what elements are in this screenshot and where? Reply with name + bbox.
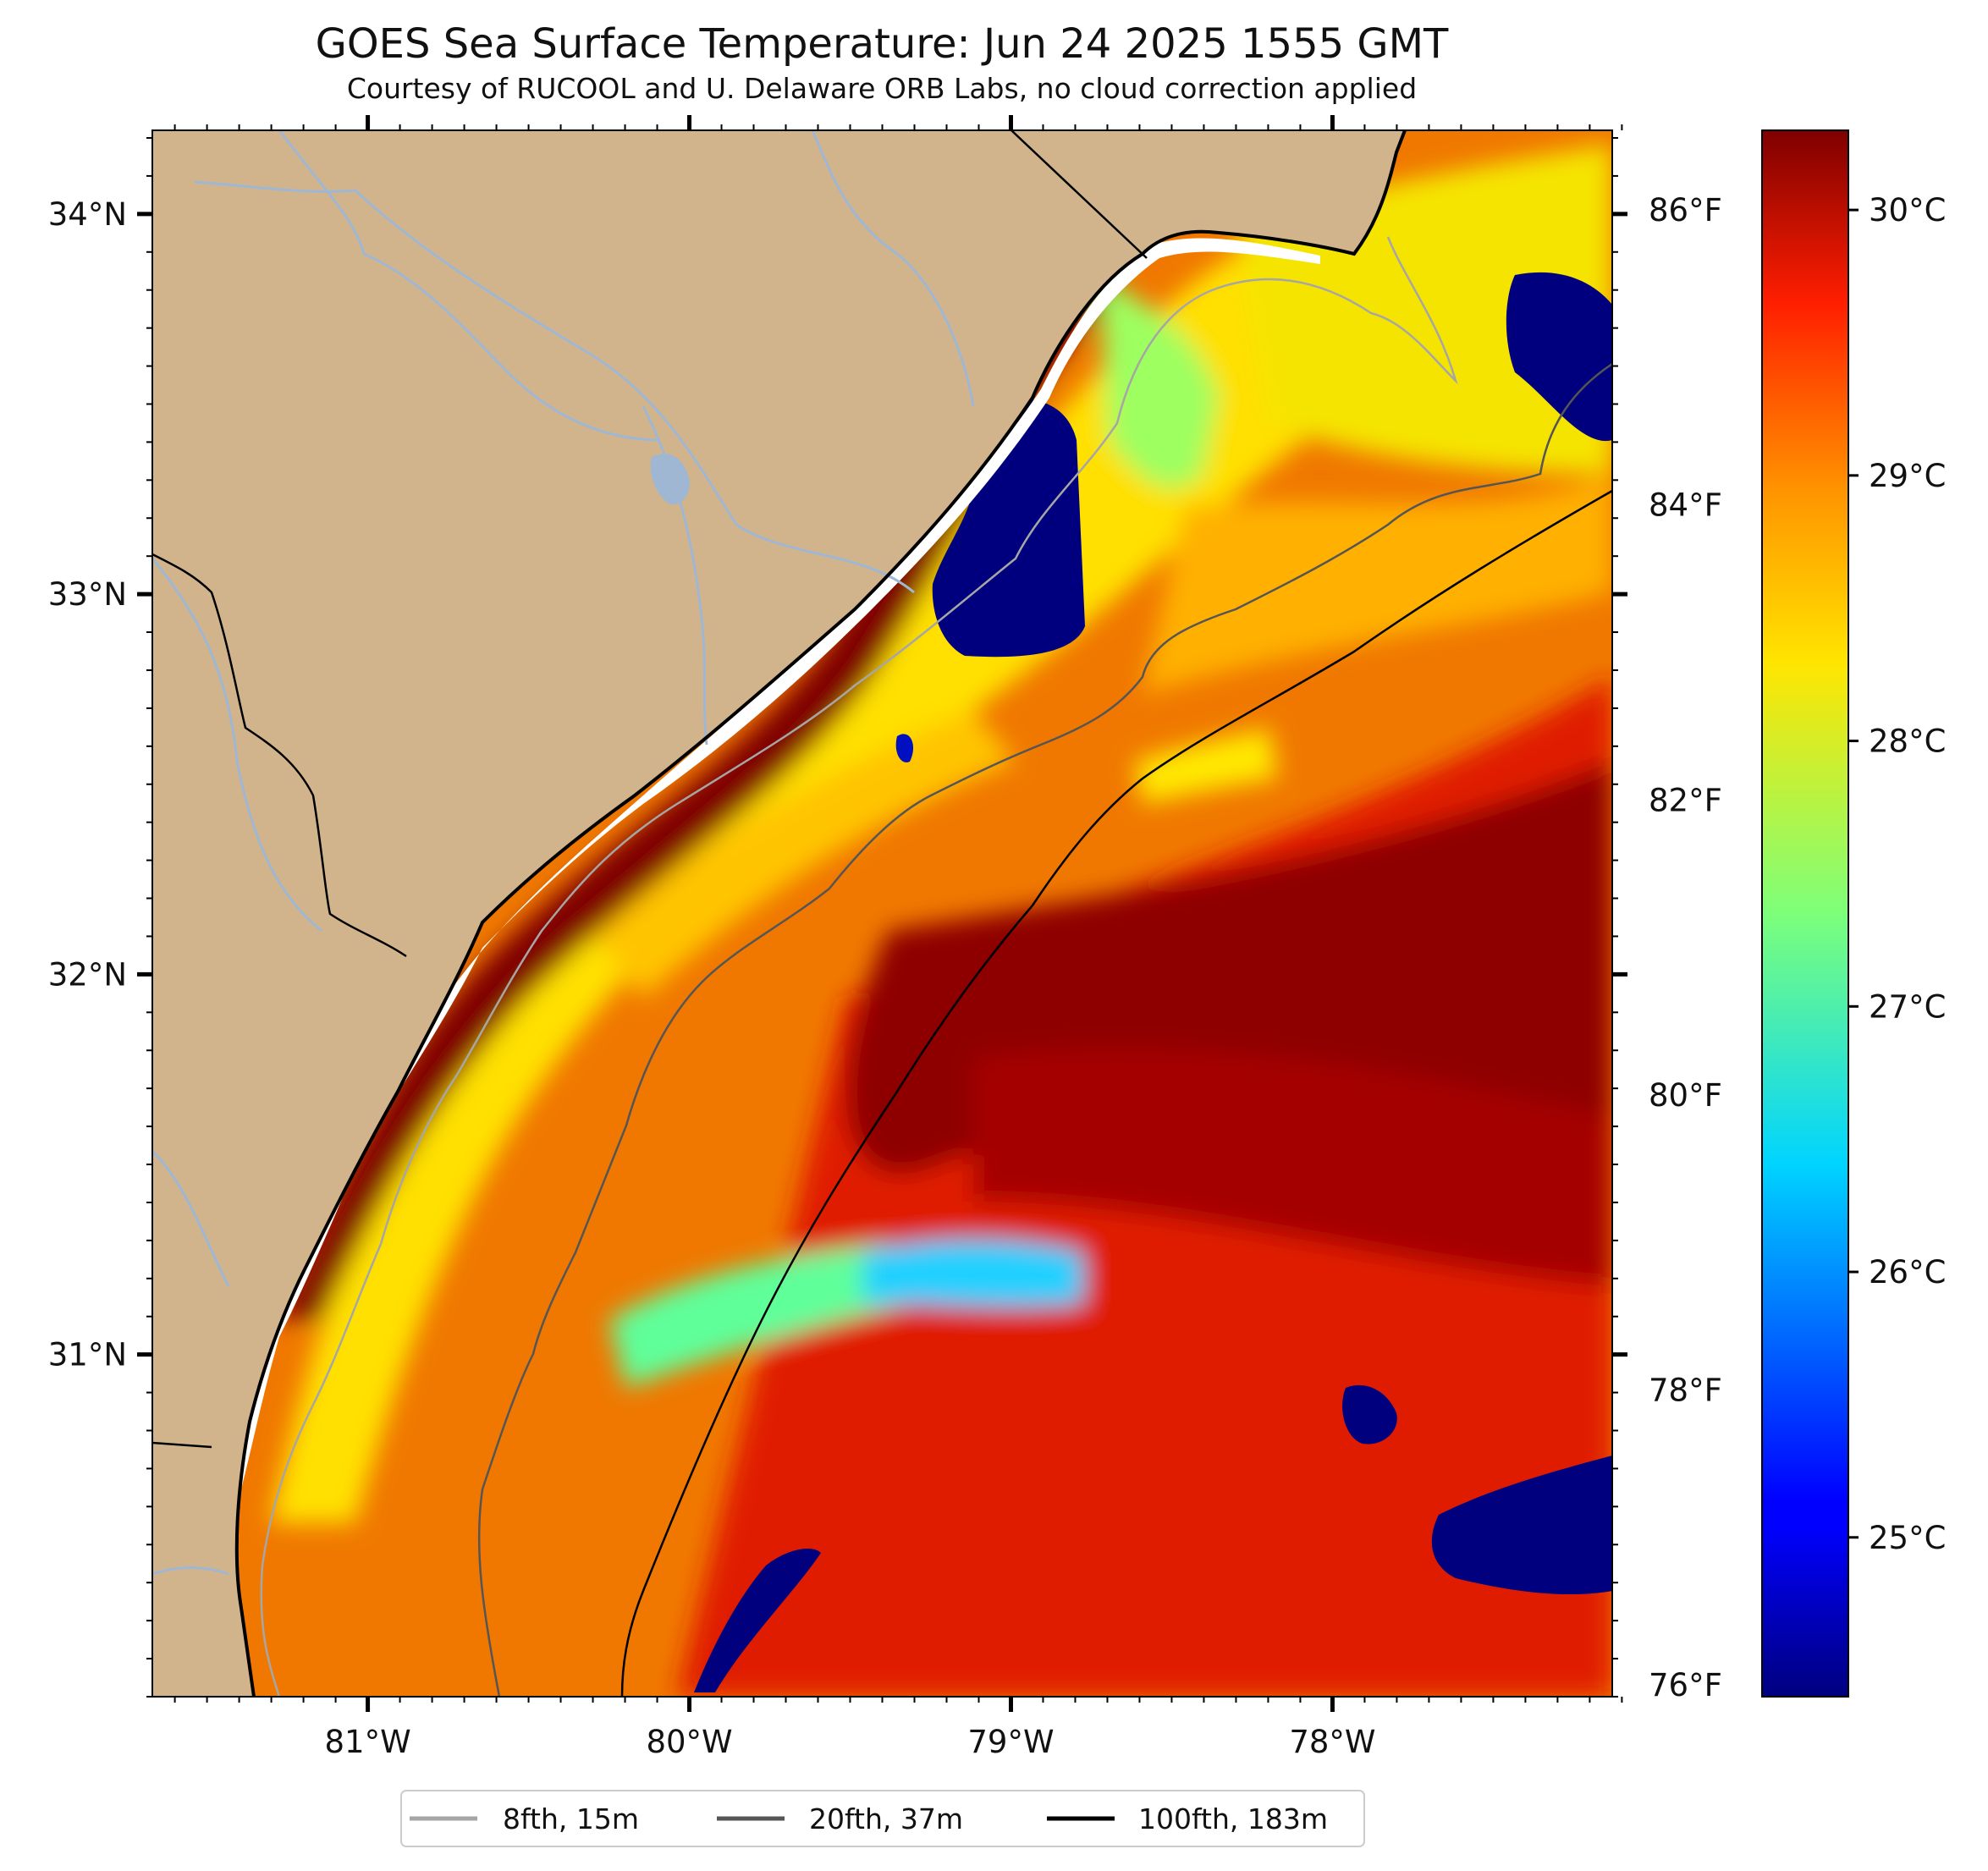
legend-box	[400, 1790, 1365, 1847]
colorbar-tick-label: 25°C	[1869, 1520, 1946, 1556]
lon-tick-label: 81°W	[324, 1724, 410, 1760]
colorbar-ticks: 30°C 29°C 28°C 27°C 26°C 25°C	[1848, 192, 1946, 1556]
f-tick-label: 82°F	[1649, 782, 1722, 818]
legend-label-20fth: 20fth, 37m	[809, 1802, 963, 1835]
f-tick-label: 78°F	[1649, 1372, 1722, 1408]
lon-tick-label: 80°W	[646, 1724, 732, 1760]
lon-tick-label: 78°W	[1289, 1724, 1375, 1760]
map-title: GOES Sea Surface Temperature: Jun 24 202…	[316, 20, 1449, 68]
colorbar-gradient	[1761, 129, 1849, 1698]
lat-tick-label: 33°N	[48, 576, 127, 613]
f-tick-label: 76°F	[1649, 1667, 1722, 1703]
colorbar-tick-label: 27°C	[1869, 988, 1946, 1025]
coastline	[234, 130, 1407, 1697]
colorbar-tick-label: 28°C	[1869, 724, 1946, 760]
colorbar-tick-label: 29°C	[1869, 458, 1946, 494]
lake	[650, 454, 690, 505]
isobath-8fth	[260, 236, 1458, 1697]
isobath-100fth	[620, 489, 1612, 1697]
cold-patches	[694, 272, 1612, 1692]
map-panel[interactable]	[152, 130, 1612, 1697]
colorbar: 30°C 29°C 28°C 27°C 26°C 25°C	[1761, 129, 1946, 1698]
lon-tick-label: 79°W	[967, 1724, 1054, 1760]
isobath-legend: 8fth, 15m 20fth, 37m 100fth, 183m	[400, 1790, 1365, 1847]
legend-label-8fth: 8fth, 15m	[503, 1802, 639, 1835]
lat-tick-label: 34°N	[48, 196, 127, 233]
f-tick-label: 80°F	[1649, 1077, 1722, 1114]
colorbar-tick-label: 30°C	[1869, 192, 1946, 228]
latitude-axis: 34°N 33°N 32°N 31°N	[48, 136, 1627, 1698]
lat-tick-label: 32°N	[48, 956, 127, 993]
colorbar-tick-label: 26°C	[1869, 1254, 1946, 1290]
f-tick-label: 86°F	[1649, 192, 1722, 228]
isobath-20fth	[477, 362, 1612, 1697]
map-subtitle: Courtesy of RUCOOL and U. Delaware ORB L…	[347, 72, 1417, 105]
longitude-axis: 81°W 80°W 79°W 78°W	[173, 115, 1623, 1760]
lat-tick-label: 31°N	[48, 1337, 127, 1373]
fahrenheit-axis: 86°F 84°F 82°F 80°F 78°F 76°F	[1649, 192, 1722, 1703]
legend-label-100fth: 100fth, 183m	[1138, 1802, 1328, 1835]
rivers	[152, 130, 975, 1576]
state-borders	[152, 130, 1148, 1449]
land	[152, 130, 1405, 1697]
f-tick-label: 84°F	[1649, 487, 1722, 524]
